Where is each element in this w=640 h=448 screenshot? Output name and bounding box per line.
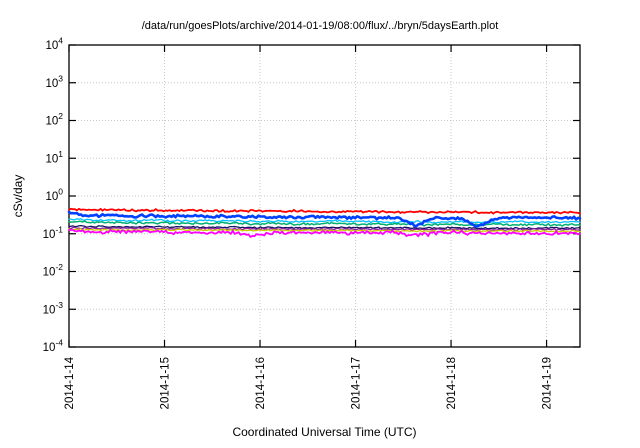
x-tick-label: 2014-1-18 xyxy=(446,357,458,409)
x-tick-label: 2014-1-14 xyxy=(64,356,76,409)
x-tick-label: 2014-1-19 xyxy=(542,357,554,409)
y-tick-label: 101 xyxy=(45,149,63,166)
y-tick-label: 10-3 xyxy=(43,300,64,317)
x-tick-label: 2014-1-16 xyxy=(255,357,267,409)
chart-title: /data/run/goesPlots/archive/2014-01-19/0… xyxy=(141,20,499,32)
y-tick-label: 100 xyxy=(45,187,63,204)
y-tick-label: 102 xyxy=(45,111,63,128)
x-axis-label: Coordinated Universal Time (UTC) xyxy=(232,425,417,439)
y-tick-label: 10-1 xyxy=(43,224,64,241)
y-tick-label: 10-4 xyxy=(43,338,64,355)
y-tick-label: 10-2 xyxy=(43,262,64,279)
series-line-cyan xyxy=(68,218,581,224)
series-line-magenta xyxy=(68,228,581,238)
y-tick-label: 103 xyxy=(45,73,63,90)
series-line-purple xyxy=(68,226,581,232)
y-tick-label: 104 xyxy=(45,36,63,53)
series-line-olive xyxy=(68,228,581,233)
series-line-navy xyxy=(68,224,581,230)
x-tick-label: 2014-1-17 xyxy=(351,357,363,409)
series-line-blue xyxy=(67,210,582,228)
series-line-green xyxy=(68,220,581,227)
series-line-red xyxy=(68,207,581,215)
x-tick-label: 2014-1-15 xyxy=(160,357,172,409)
